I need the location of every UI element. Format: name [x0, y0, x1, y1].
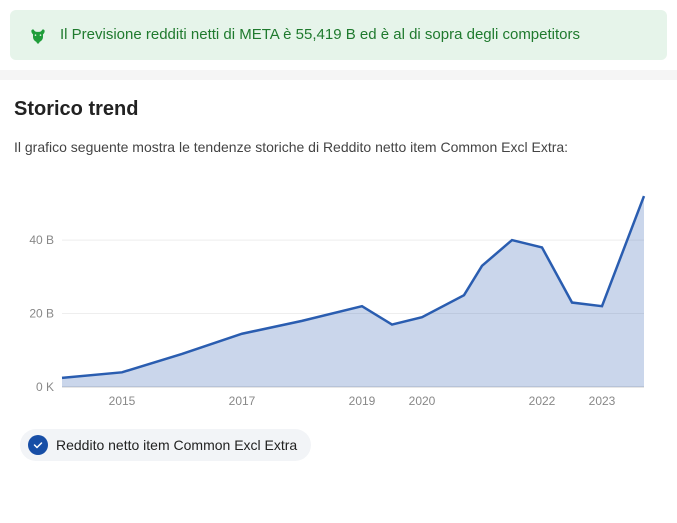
line-chart: 0 K 20 B 40 B 2015 2017 2019 2020 2022 2023: [14, 175, 654, 415]
info-banner: Il Previsione redditi netti di META è 55…: [10, 10, 667, 60]
legend-chip[interactable]: Reddito netto item Common Excl Extra: [20, 429, 311, 461]
svg-text:2015: 2015: [109, 394, 136, 408]
divider: [0, 70, 677, 80]
svg-text:2022: 2022: [529, 394, 556, 408]
section-title: Storico trend: [14, 98, 663, 121]
bull-icon: [28, 26, 48, 46]
svg-text:0 K: 0 K: [36, 380, 54, 394]
section-description: Il grafico seguente mostra le tendenze s…: [14, 139, 663, 155]
svg-text:2023: 2023: [589, 394, 616, 408]
chart-container: 0 K 20 B 40 B 2015 2017 2019 2020 2022 2023: [14, 175, 663, 415]
svg-text:2019: 2019: [349, 394, 376, 408]
svg-text:2020: 2020: [409, 394, 436, 408]
svg-text:2017: 2017: [229, 394, 256, 408]
banner-text: Il Previsione redditi netti di META è 55…: [60, 24, 580, 45]
check-icon: [28, 435, 48, 455]
svg-text:20 B: 20 B: [29, 307, 54, 321]
svg-text:40 B: 40 B: [29, 233, 54, 247]
legend-label: Reddito netto item Common Excl Extra: [56, 437, 297, 453]
trend-section: Storico trend Il grafico seguente mostra…: [0, 80, 677, 471]
